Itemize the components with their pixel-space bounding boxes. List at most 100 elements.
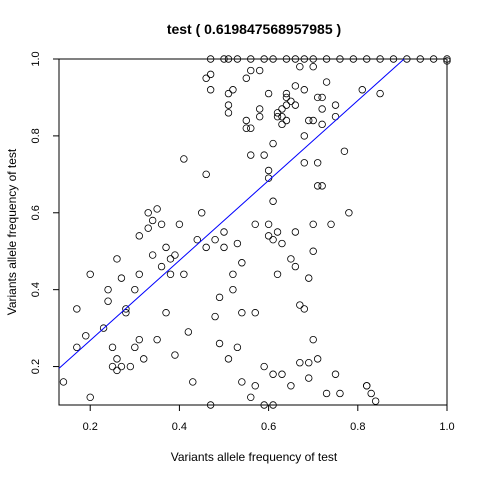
data-point [216, 294, 223, 301]
data-point [310, 336, 317, 343]
data-point [87, 271, 94, 278]
data-point [198, 209, 205, 216]
data-point [225, 110, 232, 117]
data-point [132, 286, 139, 293]
data-point [243, 117, 250, 124]
data-point [207, 86, 214, 93]
data-point [292, 102, 299, 109]
data-point [288, 256, 295, 263]
data-point [203, 171, 210, 178]
data-point [252, 309, 259, 316]
data-point [181, 156, 188, 163]
data-point [274, 110, 281, 117]
data-point [212, 236, 219, 243]
data-point [265, 221, 272, 228]
data-point [114, 367, 121, 374]
data-point [323, 79, 330, 86]
data-point [368, 390, 375, 397]
data-point [310, 248, 317, 255]
data-point [363, 382, 370, 389]
data-point [310, 117, 317, 124]
data-point [261, 152, 268, 159]
data-point [346, 209, 353, 216]
data-point [203, 75, 210, 82]
data-point [297, 302, 304, 309]
data-point [203, 244, 210, 251]
x-tick-label: 0.4 [172, 421, 187, 433]
y-tick-label: 0.2 [30, 359, 42, 374]
data-point [225, 356, 232, 363]
data-point [234, 240, 241, 247]
y-tick-label: 0.6 [30, 205, 42, 220]
data-point [158, 263, 165, 270]
x-tick-label: 0.2 [83, 421, 98, 433]
data-point [279, 113, 286, 120]
data-point [372, 398, 379, 405]
data-point [216, 340, 223, 347]
data-point [74, 306, 81, 313]
data-point [239, 259, 246, 266]
data-point [221, 244, 228, 251]
data-point [132, 344, 139, 351]
plot-frame [59, 59, 447, 405]
data-point [279, 371, 286, 378]
data-point [359, 86, 366, 93]
data-point [140, 356, 147, 363]
data-point [283, 117, 290, 124]
data-point [230, 286, 237, 293]
data-point [270, 236, 277, 243]
data-point [297, 63, 304, 70]
data-point [292, 83, 299, 90]
data-point [247, 152, 254, 159]
data-point [292, 229, 299, 236]
data-point [234, 344, 241, 351]
x-axis-label: Variants allele frequency of test [171, 450, 338, 464]
x-axis: 0.2 0.4 0.6 0.8 1.0 [83, 405, 455, 433]
data-point [207, 71, 214, 78]
data-point [341, 148, 348, 155]
data-point [163, 309, 170, 316]
x-tick-label: 1.0 [439, 421, 454, 433]
data-point [167, 271, 174, 278]
data-point [261, 363, 268, 370]
data-point [337, 390, 344, 397]
data-point [319, 183, 326, 190]
data-point [283, 102, 290, 109]
data-point [109, 344, 116, 351]
data-point [109, 363, 116, 370]
data-point [247, 394, 254, 401]
data-point [189, 379, 196, 386]
data-point [288, 382, 295, 389]
data-point [297, 359, 304, 366]
data-point [176, 221, 183, 228]
data-point [283, 90, 290, 97]
data-point [163, 244, 170, 251]
data-point [239, 309, 246, 316]
y-tick-label: 1.0 [30, 51, 42, 66]
data-point [167, 256, 174, 263]
data-point [212, 313, 219, 320]
data-point [114, 256, 121, 263]
y-axis: 0.2 0.4 0.6 0.8 1.0 [30, 51, 59, 374]
data-point [114, 356, 121, 363]
data-point [230, 86, 237, 93]
data-point [279, 106, 286, 113]
data-point [256, 113, 263, 120]
data-point [105, 298, 112, 305]
data-point [105, 286, 112, 293]
data-point [252, 221, 259, 228]
data-points [60, 56, 450, 409]
data-point [252, 382, 259, 389]
data-point [172, 252, 179, 259]
data-point [185, 329, 192, 336]
data-point [305, 359, 312, 366]
data-point [305, 275, 312, 282]
data-point [256, 106, 263, 113]
data-point [256, 67, 263, 74]
data-point [230, 271, 237, 278]
data-point [314, 160, 321, 167]
data-point [274, 271, 281, 278]
x-tick-label: 0.8 [350, 421, 365, 433]
data-point [265, 90, 272, 97]
data-point [118, 275, 125, 282]
